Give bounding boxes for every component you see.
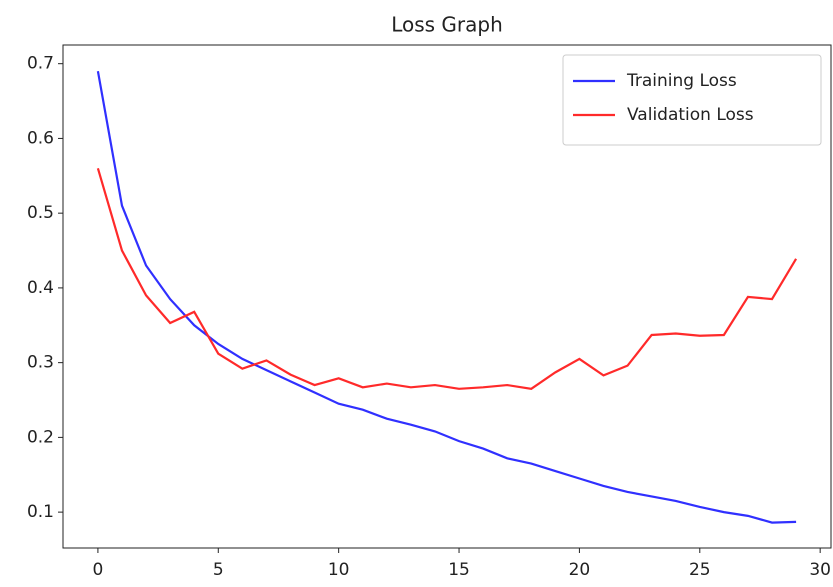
chart-title: Loss Graph bbox=[391, 13, 503, 37]
legend-box bbox=[562, 54, 822, 146]
y-tick-label: 0.2 bbox=[27, 427, 54, 447]
x-tick-label: 30 bbox=[809, 560, 831, 580]
y-tick-label: 0.5 bbox=[27, 203, 54, 223]
y-tick-label: 0.1 bbox=[27, 502, 54, 522]
x-tick-label: 15 bbox=[448, 560, 470, 580]
series-line bbox=[96, 168, 798, 390]
legend-label: Training Loss bbox=[626, 71, 737, 91]
x-tick-label: 25 bbox=[689, 560, 711, 580]
legend-label: Validation Loss bbox=[627, 105, 754, 125]
y-tick-label: 0.4 bbox=[27, 278, 54, 298]
series-line bbox=[96, 70, 797, 524]
y-tick-label: 0.6 bbox=[27, 128, 54, 148]
x-tick-label: 0 bbox=[92, 560, 103, 580]
y-tick-label: 0.3 bbox=[27, 353, 54, 373]
x-tick-label: 20 bbox=[569, 560, 591, 580]
x-tick-label: 10 bbox=[328, 560, 350, 580]
plot-frame bbox=[62, 44, 832, 549]
y-tick-label: 0.7 bbox=[27, 54, 54, 74]
x-tick-label: 5 bbox=[213, 560, 224, 580]
